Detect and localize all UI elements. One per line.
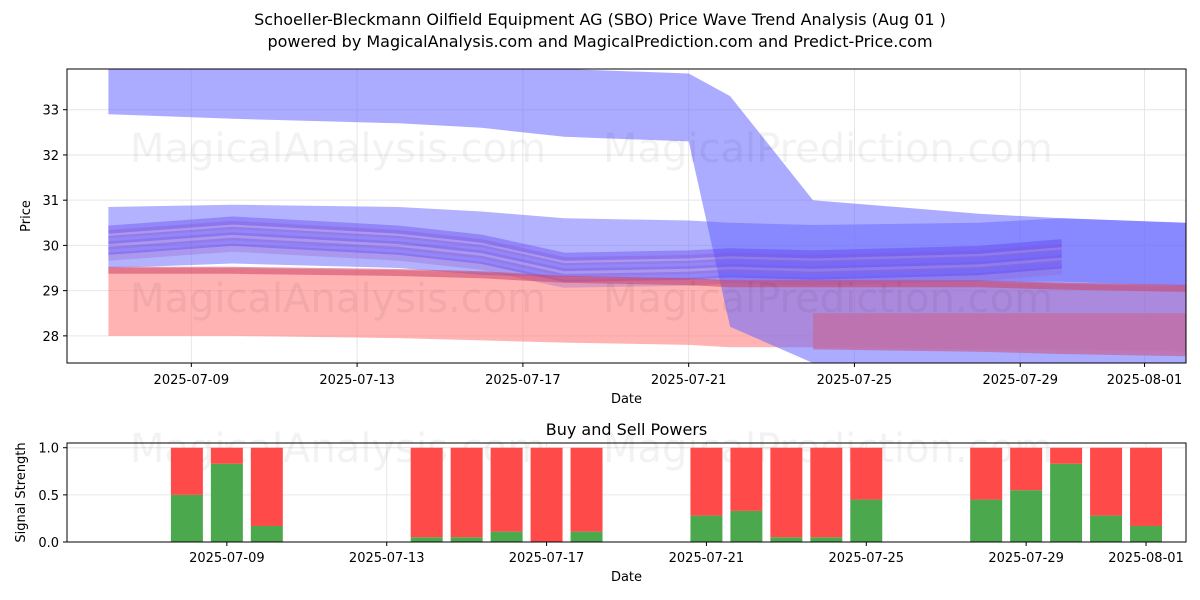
sell-bar — [1090, 447, 1123, 516]
sell-bar — [170, 447, 203, 495]
sell-bar — [1010, 447, 1043, 491]
purple-band — [813, 313, 1186, 357]
sell-bar — [770, 447, 803, 538]
wave-line — [108, 232, 1063, 277]
upper-blue-band — [108, 69, 1186, 363]
x-axis-label: Date — [611, 392, 642, 407]
buy-bar — [170, 494, 203, 542]
sell-bar — [450, 447, 483, 538]
x-tick-label: 2025-07-21 — [651, 373, 727, 388]
sell-bar — [690, 447, 723, 516]
sell-bar — [210, 447, 243, 464]
wave-line — [108, 216, 1063, 261]
x-tick-label: 2025-07-09 — [154, 373, 230, 388]
y-tick-label: 29 — [42, 285, 59, 300]
x-tick-label: 2025-07-09 — [189, 551, 265, 566]
y-tick-label: 0.0 — [38, 536, 59, 551]
watermark-text: MagicalAnalysis.com — [130, 276, 546, 322]
x-tick-label: 2025-08-01 — [1107, 373, 1183, 388]
buy-bar — [810, 537, 843, 542]
y-axis-label: Signal Strength — [14, 442, 29, 542]
buy-bar — [250, 525, 283, 542]
x-tick-label: 2025-08-01 — [1108, 551, 1184, 566]
x-tick-label: 2025-07-25 — [829, 551, 905, 566]
sell-bar — [410, 447, 443, 538]
sell-bar — [570, 447, 603, 532]
x-tick-label: 2025-07-29 — [988, 551, 1064, 566]
sell-bar — [530, 447, 563, 542]
buy-bar — [1050, 463, 1083, 542]
plot-frame — [66, 442, 1187, 543]
buy-bar — [410, 537, 443, 542]
buy-bar — [210, 463, 243, 542]
x-tick-label: 2025-07-21 — [669, 551, 745, 566]
buy-bar — [770, 537, 803, 542]
watermark-text: MagicalAnalysis.com — [130, 126, 546, 172]
buy-sell-powers-plot: Buy and Sell Powers MagicalAnalysis.com … — [14, 420, 1187, 585]
sell-bar — [1130, 447, 1163, 526]
sell-bar — [730, 447, 763, 511]
wave-line — [108, 226, 1063, 272]
chart-title-line-1: Schoeller-Bleckmann Oilfield Equipment A… — [254, 10, 946, 29]
buy-bar — [1010, 490, 1043, 542]
y-tick-label: 28 — [42, 330, 59, 345]
y-tick-label: 30 — [42, 239, 59, 254]
y-tick-label: 32 — [42, 149, 59, 164]
x-tick-label: 2025-07-13 — [349, 551, 425, 566]
chart-title-line-2: powered by MagicalAnalysis.com and Magic… — [267, 32, 933, 51]
red-line — [108, 266, 1186, 292]
buy-bar — [1130, 525, 1163, 542]
x-tick-label: 2025-07-13 — [319, 373, 395, 388]
x-tick-label: 2025-07-17 — [485, 373, 561, 388]
sell-bar — [850, 447, 883, 500]
buy-bar — [690, 515, 723, 542]
x-tick-label: 2025-07-25 — [817, 373, 893, 388]
y-axis-label: Price — [19, 200, 34, 232]
watermark-text: MagicalPrediction.com — [603, 276, 1053, 322]
x-tick-label: 2025-07-29 — [982, 373, 1058, 388]
buy-bar — [450, 537, 483, 542]
subplot-title: Buy and Sell Powers — [546, 420, 708, 439]
plot-frame — [66, 68, 1187, 364]
buy-bar — [1090, 515, 1123, 542]
buy-bar — [970, 499, 1003, 542]
sell-bar — [490, 447, 523, 532]
y-tick-label: 1.0 — [38, 442, 59, 457]
sell-bar — [1050, 447, 1083, 464]
sell-bar — [970, 447, 1003, 500]
sell-bar — [810, 447, 843, 538]
watermark-text: MagicalPrediction.com — [603, 126, 1053, 172]
y-tick-label: 31 — [42, 194, 59, 209]
buy-bar — [730, 510, 763, 542]
buy-bar — [490, 531, 523, 542]
sell-bar — [250, 447, 283, 526]
wave-line — [108, 237, 1063, 282]
wave-line — [108, 221, 1063, 266]
x-tick-label: 2025-07-17 — [509, 551, 585, 566]
x-axis-label: Date — [611, 570, 642, 585]
y-tick-label: 33 — [42, 104, 59, 119]
y-tick-label: 0.5 — [38, 489, 59, 504]
price-wave-plot: MagicalAnalysis.com MagicalPrediction.co… — [19, 68, 1187, 407]
buy-bar — [850, 499, 883, 542]
buy-bar — [570, 531, 603, 542]
